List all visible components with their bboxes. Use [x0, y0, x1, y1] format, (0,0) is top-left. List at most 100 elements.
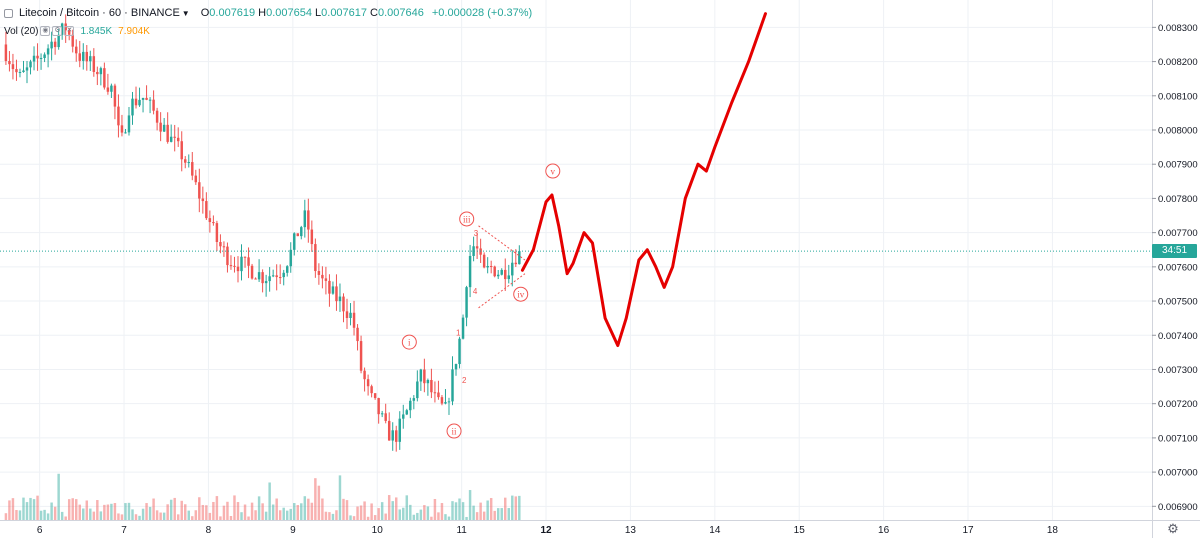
candle-body: [324, 278, 328, 281]
candle-body: [310, 229, 314, 245]
volume-bar: [32, 499, 36, 520]
triangle-lower-line: [478, 273, 526, 309]
y-tick-label: 0.008200: [1158, 57, 1198, 68]
wave-iii-marker-label: iii: [463, 214, 471, 224]
volume-bar: [191, 516, 194, 520]
x-tick-label: 12: [540, 525, 552, 536]
collapse-icon[interactable]: [4, 8, 13, 18]
volume-bar: [60, 511, 64, 520]
candle-body: [261, 272, 264, 284]
volume-bar: [180, 500, 183, 520]
wave-v-marker-circle: [545, 163, 561, 179]
y-tick-label: 0.007200: [1158, 399, 1198, 410]
candle-body: [243, 256, 247, 258]
candle-body: [518, 251, 521, 265]
volume-bar: [261, 503, 264, 520]
volume-bar: [219, 516, 222, 520]
volume-bar: [342, 498, 345, 520]
candle-body: [162, 124, 166, 132]
volume-bar: [514, 496, 518, 520]
volume-bar: [53, 506, 57, 520]
volume-bar: [384, 513, 387, 520]
candle-body: [60, 23, 64, 35]
x-tick-label: 6: [37, 525, 43, 536]
volume-bar: [426, 506, 430, 520]
candle-body: [145, 97, 148, 100]
candle-body: [11, 64, 15, 70]
candle-body: [296, 233, 300, 237]
open-value: 0.007619: [209, 7, 256, 19]
volume-label[interactable]: Vol (20): [4, 25, 39, 37]
x-tick-label: 17: [962, 525, 974, 536]
volume-ma-value: 7.904K: [118, 25, 150, 37]
volume-bar: [454, 502, 458, 520]
volume-bar: [285, 510, 289, 520]
volume-bar: [507, 508, 510, 520]
volume-bar: [162, 512, 166, 520]
volume-bar: [194, 510, 198, 520]
close-icon[interactable]: ✕: [64, 26, 75, 36]
y-tick-label: 0.006900: [1158, 502, 1198, 513]
chevron-down-icon[interactable]: ▼: [181, 8, 190, 18]
candle-body: [226, 246, 229, 266]
volume-bar: [345, 500, 349, 520]
candle-body: [271, 275, 275, 277]
volume-bar: [338, 475, 342, 520]
candle-body: [278, 277, 282, 279]
eye-icon[interactable]: ◉: [40, 26, 51, 36]
volume-bar: [15, 510, 18, 520]
candle-body: [141, 97, 145, 100]
candle-body: [36, 55, 39, 59]
candle-body: [437, 392, 440, 398]
volume-bar: [458, 498, 461, 520]
volume-bar: [64, 516, 67, 520]
candle-body: [148, 99, 152, 101]
volume-bar: [307, 498, 310, 520]
candle-body: [103, 68, 106, 88]
settings-icon[interactable]: ⚙: [1167, 521, 1179, 536]
volume-bar: [85, 500, 89, 520]
candle-body: [233, 265, 236, 267]
volume-bar: [226, 501, 229, 520]
wave-iii-marker: iii: [459, 211, 475, 227]
candle-body: [475, 246, 479, 249]
candle-body: [454, 364, 458, 370]
gear-icon[interactable]: ⚙: [52, 26, 63, 36]
candle-body: [22, 70, 25, 73]
volume-bar: [370, 503, 373, 520]
candle-body: [176, 137, 180, 142]
volume-bar: [92, 511, 96, 520]
candle-body: [514, 262, 518, 265]
candle-body: [268, 276, 271, 282]
candle-body: [138, 99, 141, 106]
volume-bar: [440, 503, 444, 520]
candle-body: [264, 281, 268, 284]
candle-body: [423, 369, 426, 384]
volume-bar: [145, 503, 148, 520]
x-tick-label: 13: [625, 525, 637, 536]
volume-bar: [166, 504, 169, 520]
symbol-title[interactable]: Litecoin / Bitcoin · 60 · BINANCE: [19, 7, 180, 19]
volume-bar: [310, 502, 314, 520]
candle-body: [254, 278, 257, 280]
open-label: O: [200, 7, 210, 19]
volume-bar: [482, 511, 486, 520]
candle-body: [507, 275, 510, 280]
volume-bar: [387, 495, 391, 520]
volume-bar: [212, 501, 215, 520]
volume-bar: [359, 505, 363, 520]
candle-body: [282, 272, 285, 278]
volume-bar: [278, 510, 282, 520]
candle-body: [486, 265, 489, 268]
volume-bar: [264, 511, 268, 520]
candle-body: [426, 379, 430, 384]
volume-bar: [233, 495, 236, 520]
candle-body: [412, 398, 416, 401]
candle-body: [89, 56, 92, 62]
candle-body: [352, 312, 356, 328]
y-tick-label: 0.007400: [1158, 331, 1198, 342]
volume-bar: [124, 503, 127, 520]
triangle-upper-line: [478, 225, 526, 261]
